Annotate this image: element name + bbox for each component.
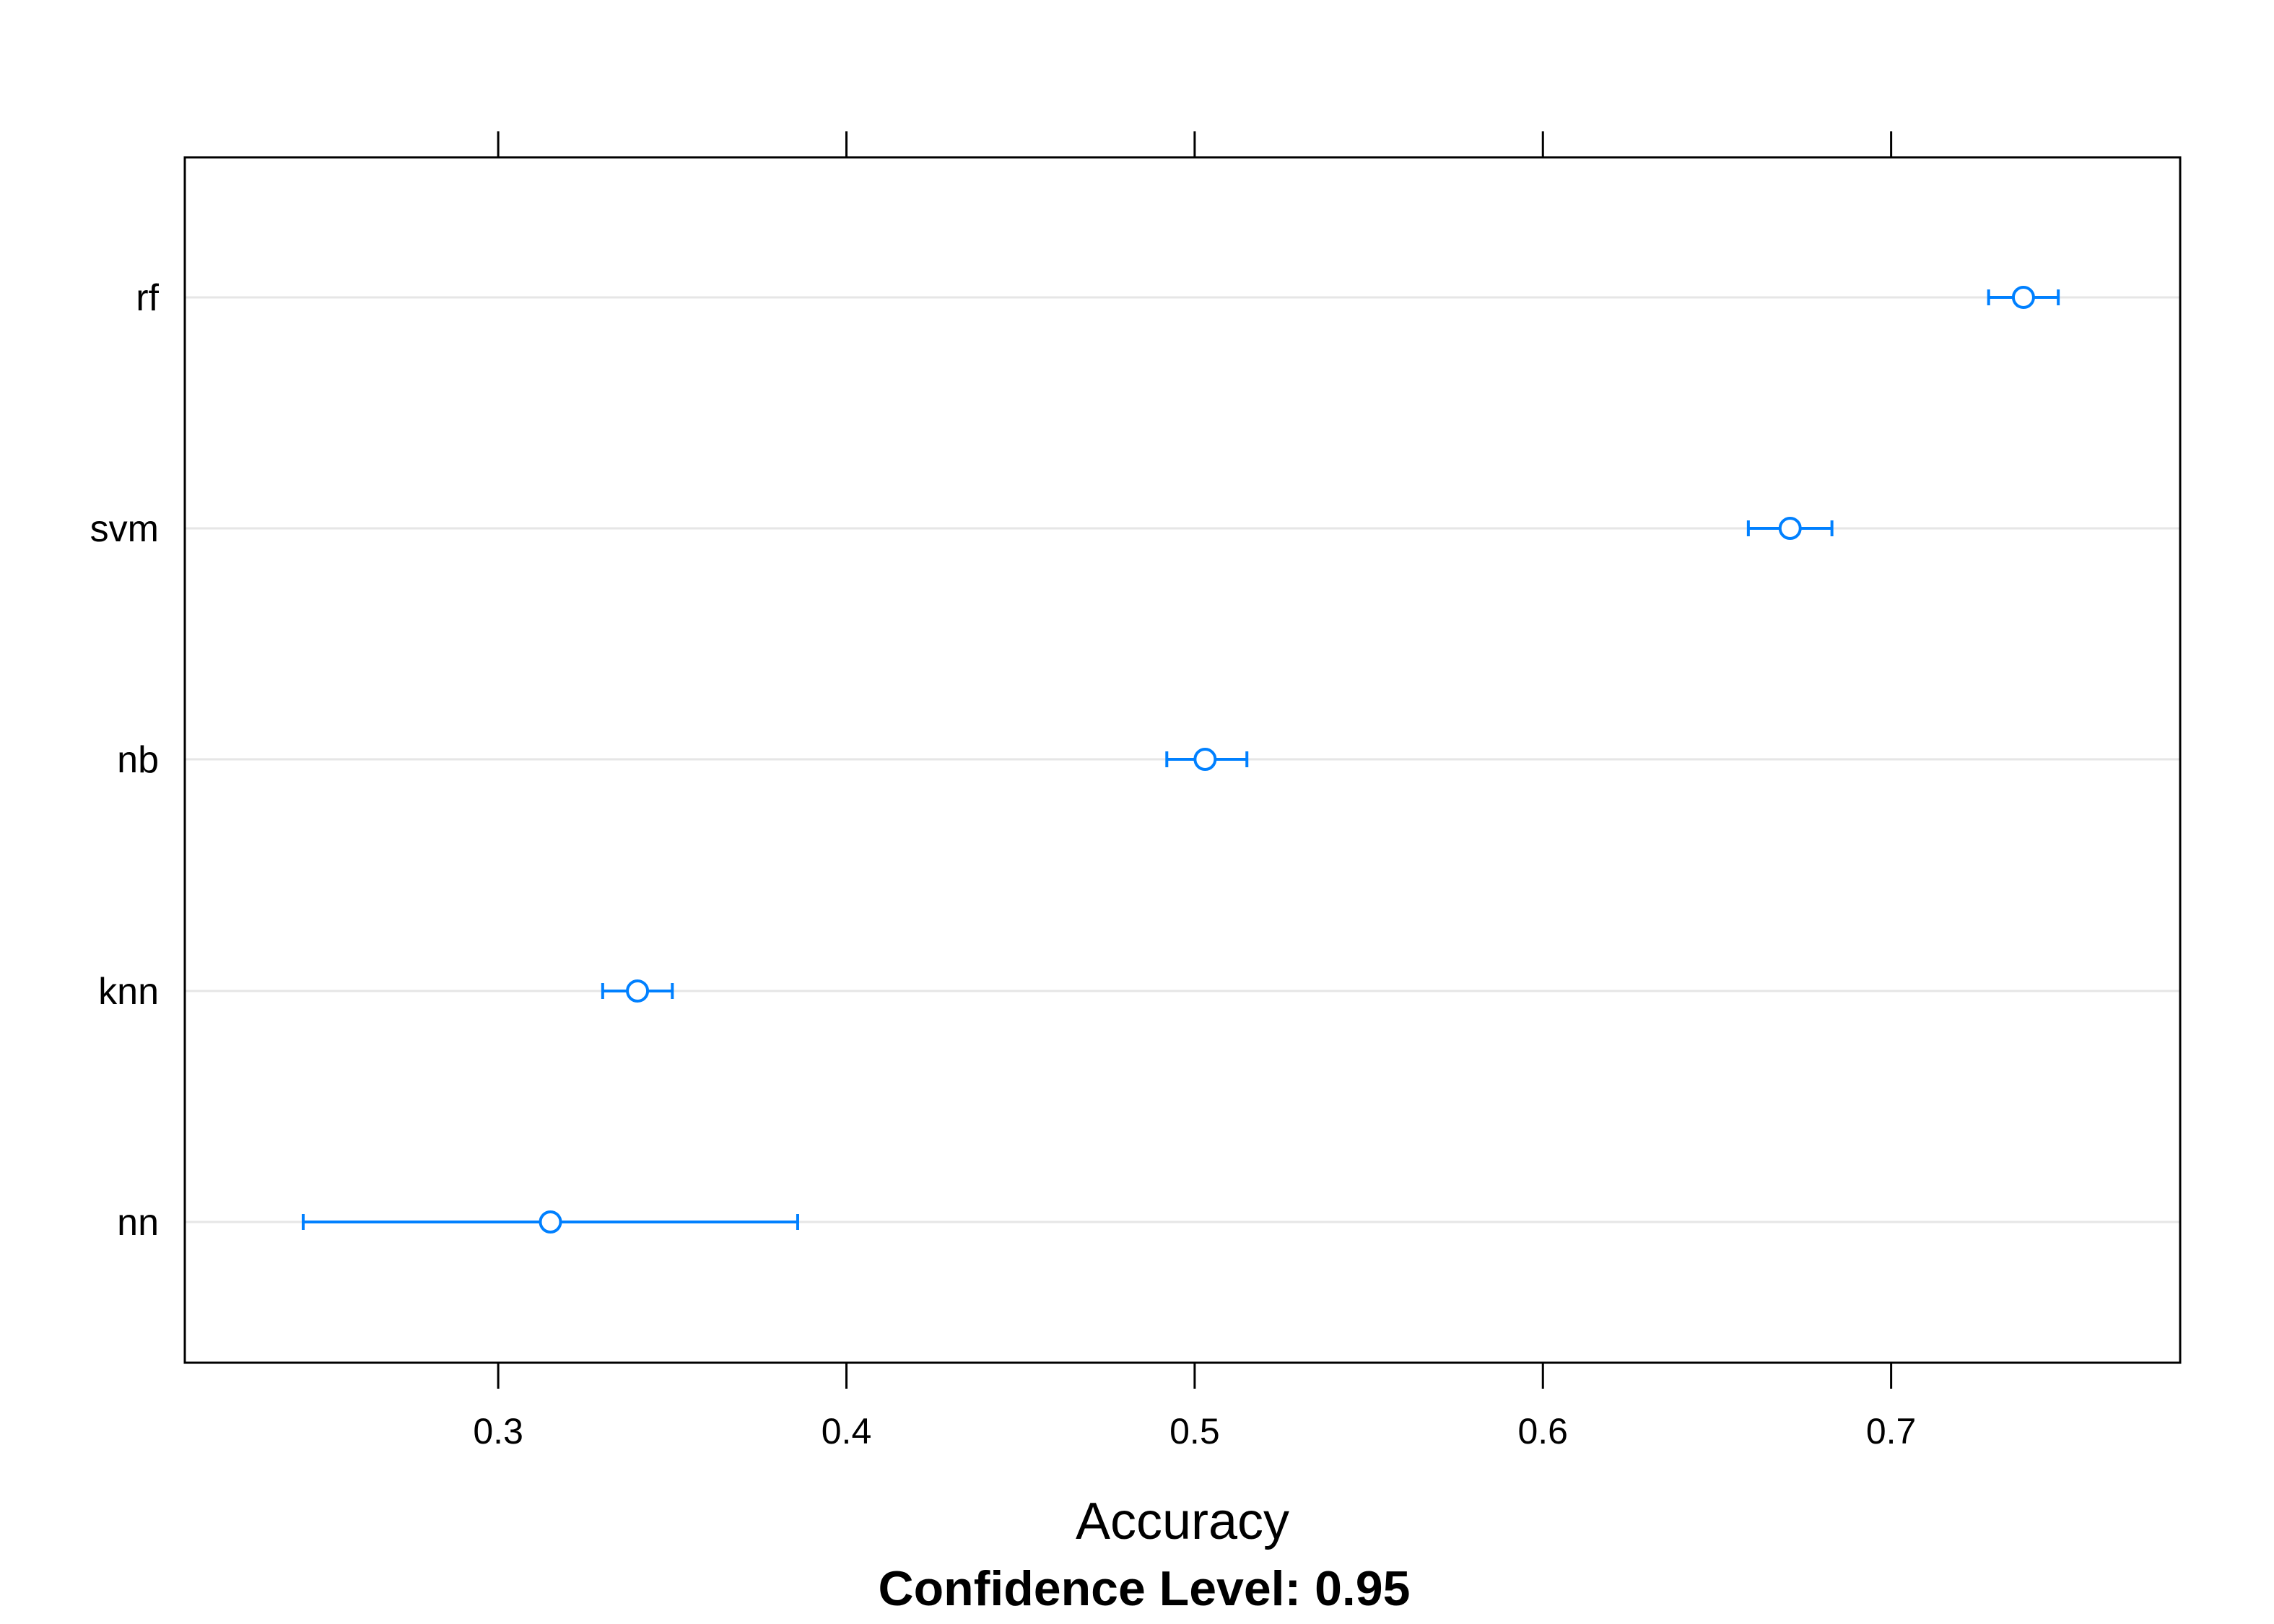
tick-label-1: 0.4 xyxy=(822,1411,872,1451)
chart-subtitle: Confidence Level: 0.95 xyxy=(879,1561,1411,1616)
y-axis-category-labels: rf svm nb knn nn xyxy=(90,277,160,1244)
tick-label-2: 0.5 xyxy=(1169,1411,1220,1451)
estimate-point-knn xyxy=(626,979,650,1003)
estimate-point-nn xyxy=(539,1210,562,1234)
category-label-knn: knn xyxy=(98,971,159,1013)
estimate-point-rf xyxy=(2011,286,2035,309)
category-label-nb: nb xyxy=(117,739,159,781)
x-axis-ticks: 0.3 0.4 0.5 0.6 0.7 xyxy=(473,131,1916,1451)
plot-frame xyxy=(183,156,2182,1364)
estimate-point-nb xyxy=(1193,748,1217,771)
tick-label-3: 0.6 xyxy=(1517,1411,1568,1451)
category-label-rf: rf xyxy=(136,277,159,319)
category-label-nn: nn xyxy=(117,1202,159,1244)
estimate-point-svm xyxy=(1778,517,1802,540)
category-label-svm: svm xyxy=(90,508,159,550)
x-axis-title: Accuracy xyxy=(1076,1493,1289,1550)
tick-label-4: 0.7 xyxy=(1866,1411,1917,1451)
tick-label-0: 0.3 xyxy=(473,1411,523,1451)
series-marks xyxy=(302,286,2060,1234)
